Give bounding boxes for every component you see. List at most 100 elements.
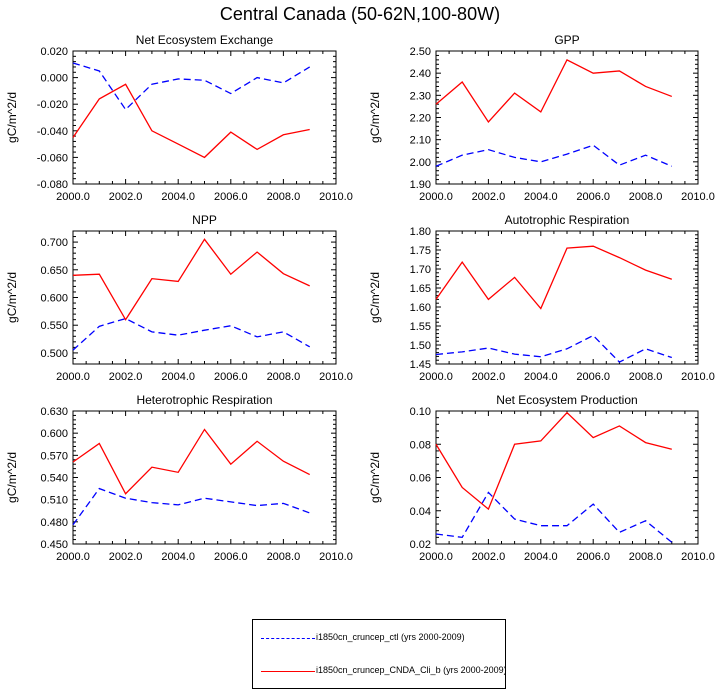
x-tick-label: 2008.0 bbox=[267, 371, 301, 383]
x-tick-label: 2002.0 bbox=[109, 191, 143, 203]
y-tick-label: 0.480 bbox=[40, 517, 68, 529]
y-axis-label: gC/m^2/d bbox=[368, 92, 382, 143]
x-tick-label: 2006.0 bbox=[214, 371, 248, 383]
legend-entry-ctl: i1850cn_cruncep_ctl (yrs 2000-2009) bbox=[253, 629, 505, 649]
x-tick-label: 2000.0 bbox=[56, 371, 90, 383]
x-tick-label: 2002.0 bbox=[472, 371, 506, 383]
page-title: Central Canada (50-62N,100-80W) bbox=[220, 4, 500, 24]
y-tick-label: 2.00 bbox=[410, 157, 431, 169]
y-tick-label: -0.020 bbox=[37, 99, 68, 111]
series-line-ctl bbox=[72, 487, 310, 526]
x-tick-label: 2004.0 bbox=[524, 191, 558, 203]
y-tick-label: 0.02 bbox=[410, 539, 431, 551]
x-tick-label: 2006.0 bbox=[214, 191, 248, 203]
legend: i1850cn_cruncep_ctl (yrs 2000-2009) i185… bbox=[252, 619, 507, 689]
y-tick-label: 1.75 bbox=[410, 245, 431, 257]
y-tick-label: 0.600 bbox=[40, 428, 68, 440]
y-tick-label: 0.540 bbox=[40, 473, 68, 485]
chart-title: GPP bbox=[554, 33, 579, 47]
plot-frame bbox=[72, 410, 337, 545]
y-tick-label: -0.060 bbox=[37, 152, 68, 164]
y-tick-label: 0.020 bbox=[40, 46, 68, 58]
x-tick-label: 2010.0 bbox=[319, 371, 353, 383]
y-tick-label: 1.55 bbox=[410, 321, 431, 333]
x-tick-label: 2004.0 bbox=[161, 371, 195, 383]
y-tick-label: 2.30 bbox=[410, 90, 431, 102]
y-axis-label: gC/m^2/d bbox=[368, 452, 382, 503]
y-tick-label: 2.40 bbox=[410, 68, 431, 80]
y-tick-label: 1.50 bbox=[410, 340, 431, 352]
x-tick-label: 2010.0 bbox=[681, 191, 715, 203]
y-tick-label: -0.040 bbox=[37, 126, 68, 138]
x-tick-label: 2000.0 bbox=[419, 371, 453, 383]
y-tick-label: 0.06 bbox=[410, 473, 431, 485]
y-tick-label: 0.04 bbox=[410, 506, 431, 518]
y-axis-label: gC/m^2/d bbox=[368, 272, 382, 323]
series-line-cnda bbox=[72, 83, 310, 159]
series-line-cnda bbox=[72, 428, 310, 495]
y-tick-label: 0.600 bbox=[40, 293, 68, 305]
y-tick-label: 0.000 bbox=[40, 73, 68, 85]
x-tick-label: 2010.0 bbox=[681, 371, 715, 383]
y-tick-label: 0.630 bbox=[40, 406, 68, 418]
legend-entry-cnda: i1850cn_cruncep_CNDA_Cli_b (yrs 2000-200… bbox=[253, 662, 507, 682]
legend-swatch-cnda bbox=[261, 671, 315, 672]
x-tick-label: 2010.0 bbox=[319, 191, 353, 203]
x-tick-label: 2008.0 bbox=[629, 551, 663, 563]
y-tick-label: 0.570 bbox=[40, 450, 68, 462]
x-tick-label: 2004.0 bbox=[524, 551, 558, 563]
y-tick-label: 2.10 bbox=[410, 135, 431, 147]
series-line-ctl bbox=[435, 334, 673, 363]
x-tick-label: 2008.0 bbox=[267, 191, 301, 203]
chart-panel-4: Autotrophic Respiration gC/m^2/d 2000.0 200… bbox=[368, 213, 715, 383]
x-tick-label: 2010.0 bbox=[319, 551, 353, 563]
x-tick-label: 2006.0 bbox=[576, 371, 610, 383]
legend-label-cnda: i1850cn_cruncep_CNDA_Cli_b (yrs 2000-200… bbox=[316, 665, 507, 675]
x-tick-label: 2002.0 bbox=[109, 551, 143, 563]
chart-panel-1: Net Ecosystem Exchange gC/m^2/d 2000.0 2002… bbox=[5, 33, 353, 203]
series-line-cnda bbox=[72, 238, 310, 321]
x-tick-label: 2006.0 bbox=[576, 191, 610, 203]
series-line-ctl bbox=[72, 317, 311, 351]
y-tick-label: -0.080 bbox=[37, 179, 68, 191]
y-tick-label: 1.45 bbox=[410, 359, 431, 371]
x-tick-label: 2010.0 bbox=[681, 551, 715, 563]
x-tick-label: 2004.0 bbox=[161, 191, 195, 203]
y-tick-label: 0.700 bbox=[40, 237, 68, 249]
chart-title: Net Ecosystem Production bbox=[496, 393, 637, 407]
x-tick-label: 2000.0 bbox=[419, 191, 453, 203]
y-tick-label: 1.65 bbox=[410, 283, 431, 295]
y-tick-label: 0.550 bbox=[40, 320, 68, 332]
legend-swatch-ctl bbox=[261, 638, 315, 639]
series-line-cnda bbox=[435, 58, 673, 123]
x-tick-label: 2002.0 bbox=[472, 191, 506, 203]
y-axis-label: gC/m^2/d bbox=[5, 272, 19, 323]
x-tick-label: 2006.0 bbox=[214, 551, 248, 563]
plot-frame bbox=[435, 410, 699, 545]
chart-panel-5: Heterotrophic Respiration gC/m^2/d 2000.0 2… bbox=[5, 393, 353, 563]
y-tick-label: 1.90 bbox=[410, 179, 431, 191]
y-tick-label: 2.50 bbox=[410, 46, 431, 58]
series-line-ctl bbox=[72, 62, 311, 111]
y-tick-label: 0.510 bbox=[40, 495, 68, 507]
x-tick-label: 2004.0 bbox=[524, 371, 558, 383]
chart-title: NPP bbox=[192, 213, 217, 227]
y-tick-label: 1.70 bbox=[410, 264, 431, 276]
y-tick-label: 0.10 bbox=[410, 406, 431, 418]
chart-title: Heterotrophic Respiration bbox=[136, 393, 272, 407]
chart-title: Net Ecosystem Exchange bbox=[136, 33, 274, 47]
y-tick-label: 1.60 bbox=[410, 302, 431, 314]
series-line-cnda bbox=[435, 245, 673, 310]
x-tick-label: 2008.0 bbox=[267, 551, 301, 563]
y-tick-label: 0.650 bbox=[40, 265, 68, 277]
chart-title: Autotrophic Respiration bbox=[505, 213, 630, 227]
x-tick-label: 2000.0 bbox=[56, 191, 90, 203]
y-tick-label: 0.500 bbox=[40, 348, 68, 360]
x-tick-label: 2002.0 bbox=[109, 371, 143, 383]
x-tick-label: 2000.0 bbox=[419, 551, 453, 563]
y-axis-label: gC/m^2/d bbox=[5, 452, 19, 503]
x-tick-label: 2008.0 bbox=[629, 371, 663, 383]
x-tick-label: 2006.0 bbox=[576, 551, 610, 563]
series-line-cnda bbox=[435, 411, 672, 511]
